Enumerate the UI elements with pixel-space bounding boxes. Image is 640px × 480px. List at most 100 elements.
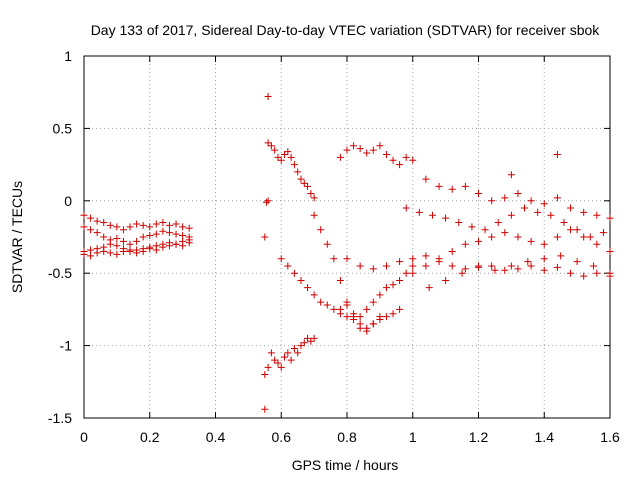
data-point [396,276,404,284]
data-point [310,194,318,202]
data-point [267,142,275,150]
data-point [376,142,384,150]
data-point [165,229,173,237]
data-point [567,226,575,234]
data-point [152,246,160,254]
data-point [580,208,588,216]
data-point [422,252,430,260]
x-tick-label: 1.2 [469,429,489,445]
data-point [281,150,289,158]
data-point [310,291,318,299]
data-point [606,214,614,222]
data-point [540,200,548,208]
data-point [87,226,95,234]
data-point [146,223,154,231]
data-point [514,265,522,273]
data-point [159,243,167,251]
data-point [133,220,141,228]
x-tick-label: 0.4 [206,429,226,445]
data-point [284,262,292,270]
data-point [402,269,410,277]
x-tick-label: 0.6 [272,429,292,445]
data-point [396,305,404,313]
data-point [448,262,456,270]
y-tick-label: 0.5 [53,120,73,136]
data-point [573,258,581,266]
data-point [488,262,496,270]
data-point [428,211,436,219]
data-point [448,247,456,255]
data-point [573,226,581,234]
data-point [356,262,364,270]
data-point [264,197,272,205]
data-point [382,284,390,292]
data-point [152,220,160,228]
data-point [139,233,147,241]
data-point [435,182,443,190]
x-tick-labels: 0 0.2 0.4 0.6 0.8 1 1.2 1.4 1.6 [80,429,620,445]
data-point [363,305,371,313]
data-point [389,281,397,289]
data-point [409,255,417,263]
data-point [488,197,496,205]
data-point [113,234,121,242]
data-point [323,240,331,248]
data-point [179,223,187,231]
data-point [350,142,358,150]
data-point [553,150,561,158]
data-point [534,208,542,216]
data-point [350,310,358,318]
grid [84,56,610,418]
data-point [290,161,298,169]
data-point [297,276,305,284]
data-point [442,214,450,222]
data-point [262,198,270,206]
data-point [290,344,298,352]
data-point [261,371,269,379]
data-point [264,139,272,147]
data-point [389,156,397,164]
data-point [580,272,588,280]
data-point [172,230,180,238]
data-point [330,305,338,313]
data-point [317,298,325,306]
data-point [300,339,308,347]
data-point [435,255,443,263]
data-point [106,240,114,248]
data-point [382,150,390,158]
y-tick-label: 0 [64,193,72,209]
data-point [402,204,410,212]
data-point [356,313,364,321]
data-point [277,255,285,263]
data-point [356,145,364,153]
data-point [261,405,269,413]
data-point [369,265,377,273]
data-point [336,305,344,313]
data-point [310,211,318,219]
data-point [356,324,364,332]
data-point [540,266,548,274]
data-point [185,239,193,247]
chart-title: Day 133 of 2017, Sidereal Day-to-day VTE… [91,22,601,38]
data-point [461,265,469,273]
data-point [297,175,305,183]
data-point [336,153,344,161]
data-point [586,233,594,241]
x-tick-label: 1.6 [600,429,620,445]
data-point [599,229,607,237]
data-point [277,363,285,371]
data-point [179,242,187,250]
data-point [363,149,371,157]
data-point [119,226,127,234]
data-point [553,263,561,271]
data-point [494,219,502,227]
data-point [159,227,167,235]
data-point [507,262,515,270]
data-point [323,301,331,309]
data-point [527,197,535,205]
data-point [304,182,312,190]
data-point [409,269,417,277]
data-point [271,146,279,154]
data-point [382,262,390,270]
data-point [475,262,482,270]
